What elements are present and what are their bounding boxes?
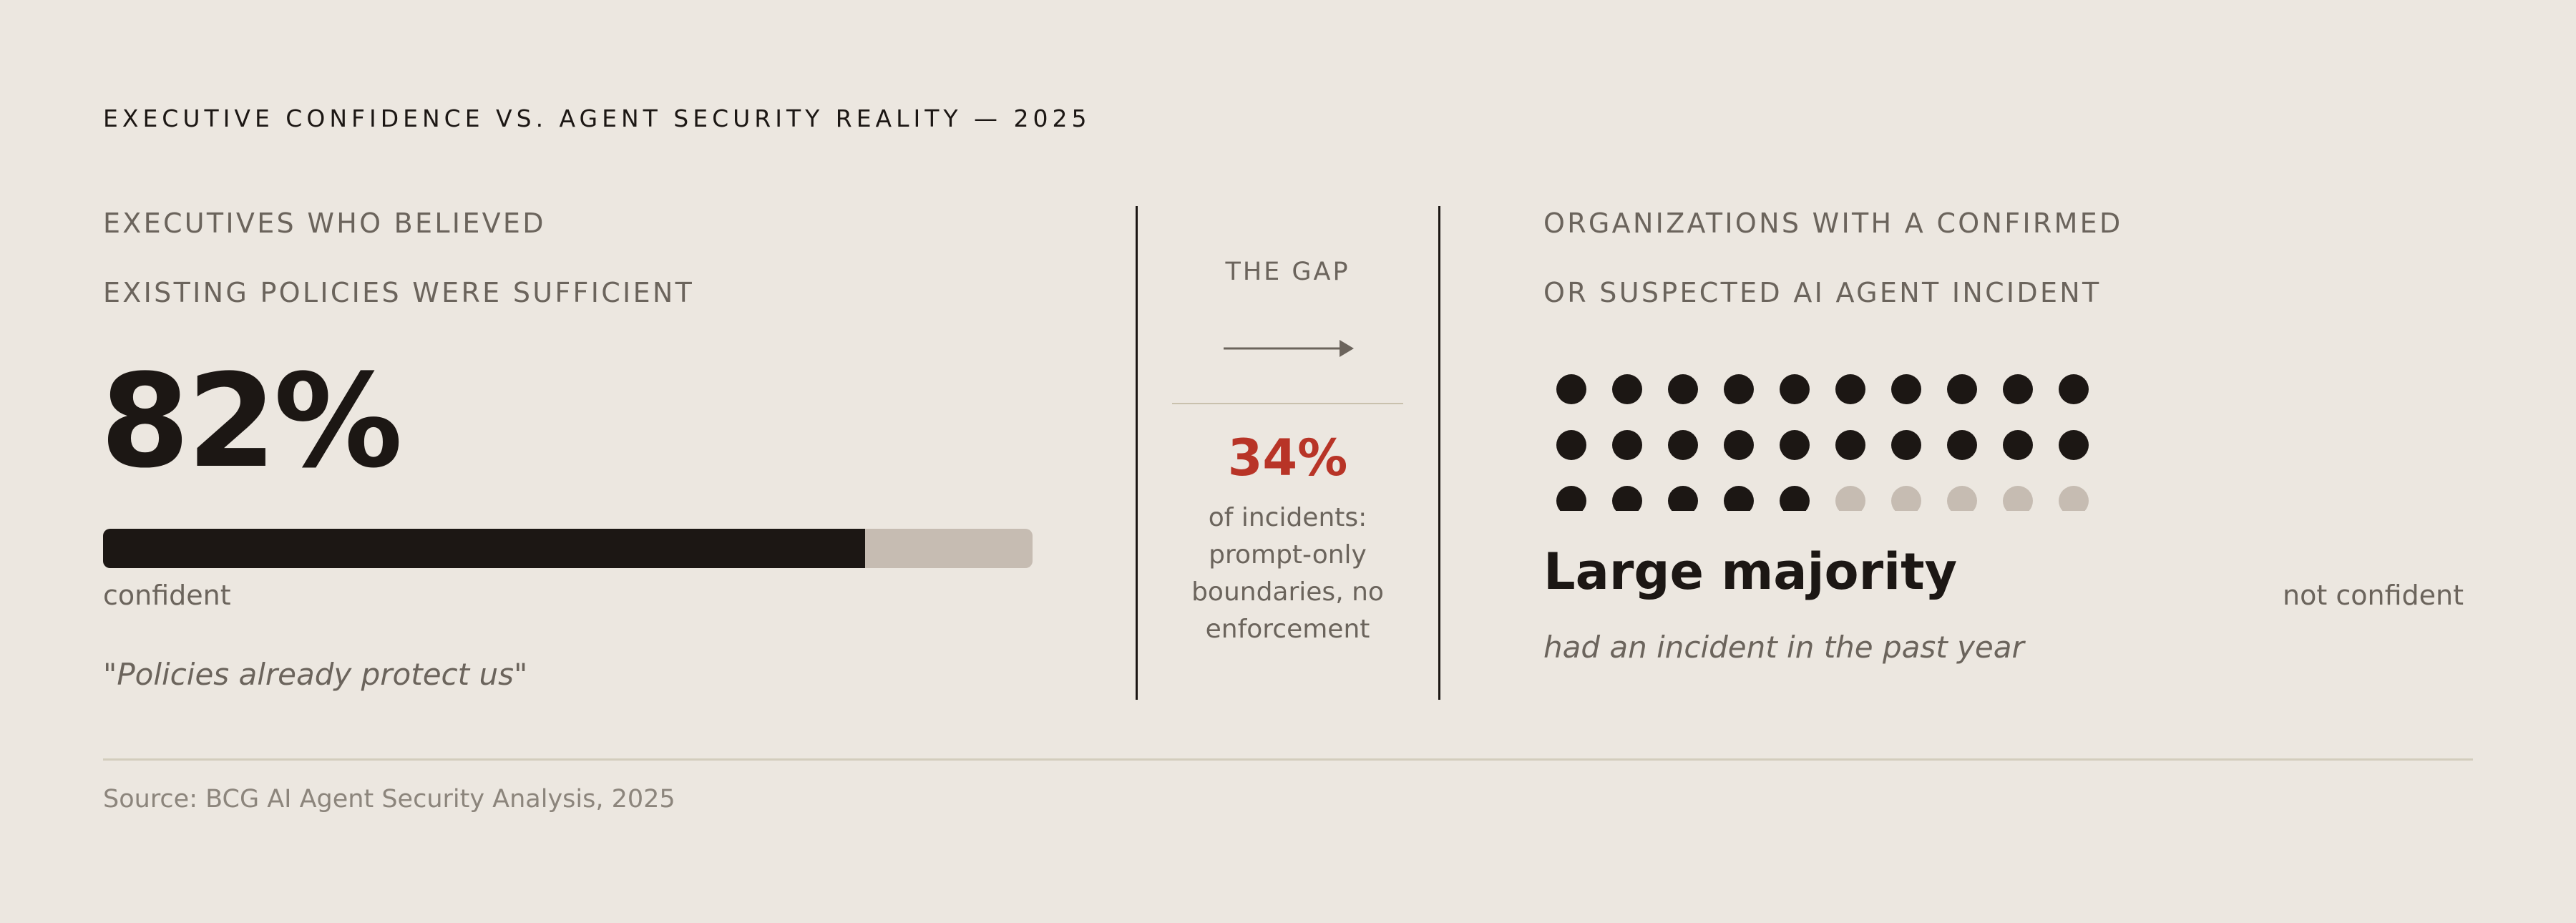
right-label-line1: ORGANIZATIONS WITH A CONFIRMED <box>1543 207 2123 239</box>
majority-subline: had an incident in the past year <box>1543 630 2024 665</box>
gap-caption-line: enforcement <box>1205 615 1370 644</box>
dot-empty <box>1891 486 1921 511</box>
dot-filled <box>1947 430 1977 460</box>
incident-dot-grid <box>1556 374 2089 511</box>
gap-caption-line: prompt-only <box>1209 540 1367 570</box>
dot-filled <box>2059 430 2089 460</box>
dot-filled <box>1668 374 1698 404</box>
dot-filled <box>1724 374 1754 404</box>
dot-filled <box>1947 374 1977 404</box>
confidence-bar-track <box>103 529 1033 568</box>
dot-filled <box>1780 374 1810 404</box>
gap-caption-line: of incidents: <box>1208 503 1367 532</box>
gap-divider <box>1172 403 1403 404</box>
dot-filled <box>1835 430 1865 460</box>
confident-label: confident <box>103 580 231 611</box>
confidence-bar-fill <box>103 529 866 568</box>
footer-divider <box>103 758 2473 761</box>
gap-title: THE GAP <box>1225 258 1350 286</box>
dot-filled <box>1556 430 1586 460</box>
dot-filled <box>2059 374 2089 404</box>
dot-empty <box>1947 486 1977 511</box>
dot-filled <box>1891 374 1921 404</box>
arrow-right-icon <box>1224 340 1354 357</box>
source-note: Source: BCG AI Agent Security Analysis, … <box>103 785 675 814</box>
dot-filled <box>1891 430 1921 460</box>
dot-empty <box>1835 486 1865 511</box>
dot-filled <box>2003 430 2033 460</box>
dot-filled <box>1556 374 1586 404</box>
not-confident-label: not confident <box>2283 580 2464 611</box>
dot-filled <box>1556 486 1586 511</box>
dot-empty <box>2003 486 2033 511</box>
dot-empty <box>2059 486 2089 511</box>
left-label-line2: EXISTING POLICIES WERE SUFFICIENT <box>103 277 695 308</box>
confidence-percent: 82% <box>100 347 403 497</box>
divider-right <box>1438 206 1440 700</box>
dot-filled <box>2003 374 2033 404</box>
majority-headline: Large majority <box>1543 542 1958 601</box>
dot-filled <box>1668 486 1698 511</box>
right-label-line2: OR SUSPECTED AI AGENT INCIDENT <box>1543 277 2102 308</box>
dot-filled <box>1612 374 1642 404</box>
gap-caption: of incidents: prompt-only boundaries, no… <box>1136 499 1439 648</box>
dot-filled <box>1835 374 1865 404</box>
left-label-line1: EXECUTIVES WHO BELIEVED <box>103 207 546 239</box>
dot-filled <box>1612 430 1642 460</box>
dot-filled <box>1612 486 1642 511</box>
dot-filled <box>1780 430 1810 460</box>
dot-filled <box>1724 486 1754 511</box>
dot-filled <box>1780 486 1810 511</box>
dot-filled <box>1724 430 1754 460</box>
divider-left <box>1136 206 1138 700</box>
dot-filled <box>1668 430 1698 460</box>
gap-percent: 34% <box>1227 429 1348 487</box>
page-title: EXECUTIVE CONFIDENCE VS. AGENT SECURITY … <box>103 104 1091 132</box>
gap-caption-line: boundaries, no <box>1191 577 1384 607</box>
executive-quote: "Policies already protect us" <box>103 657 528 692</box>
